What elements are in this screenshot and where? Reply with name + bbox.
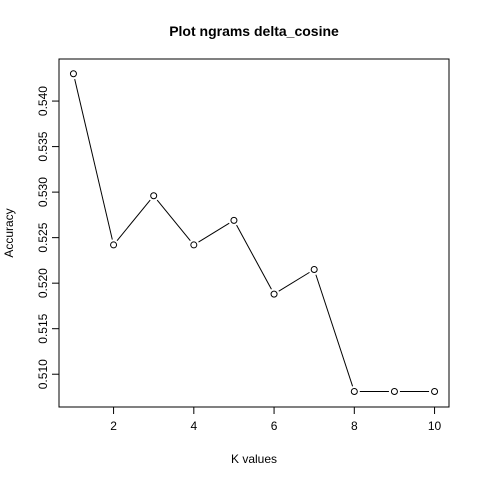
data-point [311, 267, 317, 273]
y-tick-label: 0.530 [36, 177, 50, 207]
data-point [351, 389, 357, 395]
chart-title: Plot ngrams delta_cosine [169, 23, 339, 39]
data-point [231, 217, 237, 223]
line-segment [237, 225, 272, 289]
line-segment [75, 79, 113, 239]
data-point [271, 291, 277, 297]
plot-frame [59, 59, 449, 407]
line-segment [279, 272, 310, 291]
x-tick-label: 10 [428, 419, 442, 433]
y-tick-label: 0.510 [36, 359, 50, 389]
y-tick-label: 0.540 [36, 86, 50, 116]
x-tick-label: 2 [110, 419, 117, 433]
y-tick-label: 0.520 [36, 268, 50, 298]
x-tick-label: 6 [271, 419, 278, 433]
y-axis-label: Accuracy [2, 208, 16, 257]
y-tick-label: 0.515 [36, 313, 50, 343]
series-line [70, 71, 437, 395]
y-axis: 0.510 0.515 0.520 0.525 0.530 0.535 0.540 [36, 86, 59, 390]
x-axis-label: K values [231, 452, 277, 466]
data-point [432, 389, 438, 395]
line-segment [117, 200, 150, 241]
x-tick-label: 8 [351, 419, 358, 433]
data-point [191, 242, 197, 248]
data-point [111, 242, 117, 248]
y-tick-label: 0.525 [36, 222, 50, 252]
y-tick-label: 0.535 [36, 131, 50, 161]
x-axis: 2 4 6 8 10 [110, 407, 441, 433]
line-segment [316, 275, 353, 387]
data-point [70, 71, 76, 77]
line-segment [157, 200, 190, 241]
data-point [391, 389, 397, 395]
line-segment [199, 223, 230, 242]
x-tick-label: 4 [190, 419, 197, 433]
data-point [151, 193, 157, 199]
